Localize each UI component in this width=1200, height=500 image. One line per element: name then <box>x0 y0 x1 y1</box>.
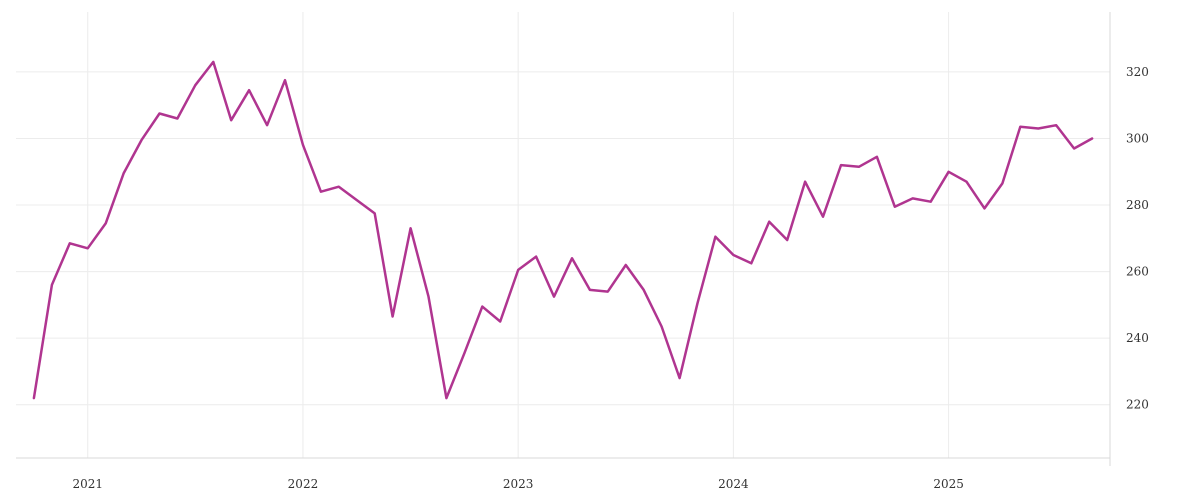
x-tick-label: 2021 <box>72 477 103 491</box>
y-tick-label: 240 <box>1126 331 1149 345</box>
y-tick-label: 300 <box>1126 131 1149 145</box>
y-tick-labels: 220 240 260 280 300 320 <box>1126 65 1149 412</box>
gridlines <box>16 12 1110 458</box>
series-line <box>32 60 1094 400</box>
x-tick-label: 2024 <box>718 477 749 491</box>
x-tick-label: 2022 <box>288 477 319 491</box>
series-layer <box>32 60 1094 400</box>
x-tick-label: 2023 <box>503 477 534 491</box>
y-tick-label: 320 <box>1126 65 1149 79</box>
y-tick-label: 280 <box>1126 198 1149 212</box>
x-tick-labels: 2021 2022 2023 2024 2025 <box>72 477 963 491</box>
x-tick-label: 2025 <box>933 477 964 491</box>
y-tick-label: 220 <box>1126 398 1149 412</box>
y-tick-label: 260 <box>1126 265 1149 279</box>
